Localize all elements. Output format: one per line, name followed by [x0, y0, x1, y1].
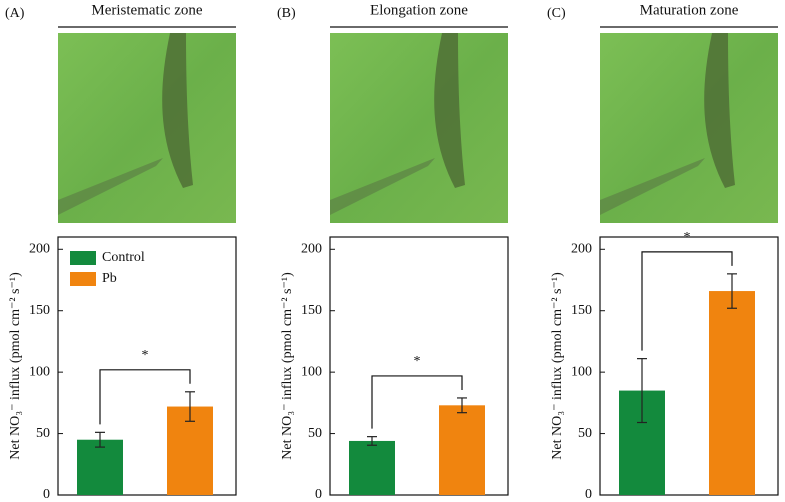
plot-frame	[329, 236, 509, 496]
significance-mark: *	[142, 348, 149, 363]
panel-label: (C)	[547, 6, 566, 21]
bar	[349, 440, 395, 495]
electrode	[330, 158, 435, 215]
y-tick-label: 200	[29, 242, 50, 257]
significance-bracket	[641, 251, 733, 351]
significance-bracket	[99, 369, 191, 425]
y-axis-label: Net NO₃⁻ influx (pmol cm⁻² s⁻¹)	[280, 272, 295, 460]
y-tick-label: 0	[43, 487, 50, 502]
y-tick-label: 50	[36, 426, 50, 441]
significance-bracket	[371, 375, 463, 429]
panel-title: Meristematic zone	[91, 2, 203, 18]
plot-frame	[599, 236, 779, 496]
y-axis-label: Net NO₃⁻ influx (pmol cm⁻² s⁻¹)	[550, 272, 565, 460]
y-tick-label: 200	[571, 242, 592, 257]
y-tick-label: 100	[571, 364, 592, 379]
y-tick-label: 50	[308, 426, 322, 441]
y-tick-label: 0	[585, 487, 592, 502]
significance-mark: *	[684, 230, 691, 245]
error-bar	[95, 431, 105, 448]
panel-label: (B)	[277, 6, 296, 21]
micrograph	[330, 33, 508, 223]
root	[704, 33, 735, 188]
y-tick-label: 0	[315, 487, 322, 502]
legend-swatch	[70, 251, 96, 265]
bar	[709, 291, 755, 495]
panel-title: Maturation zone	[640, 2, 739, 18]
legend-label: Pb	[102, 271, 117, 286]
error-bar	[185, 391, 195, 422]
y-tick-label: 100	[301, 364, 322, 379]
bar	[439, 405, 485, 495]
y-tick-label: 150	[571, 303, 592, 318]
error-bar	[457, 397, 467, 414]
plot-frame	[57, 236, 237, 496]
legend-swatch	[70, 272, 96, 286]
electrode	[58, 158, 163, 215]
panel-title: Elongation zone	[370, 2, 468, 18]
significance-mark: *	[414, 354, 421, 369]
panel-label: (A)	[5, 6, 25, 21]
error-bar	[637, 358, 647, 424]
bar	[77, 439, 123, 495]
micrograph	[58, 33, 236, 223]
y-tick-label: 150	[29, 303, 50, 318]
error-bar	[727, 273, 737, 309]
electrode	[600, 158, 705, 215]
root	[434, 33, 465, 188]
y-tick-label: 200	[301, 242, 322, 257]
y-tick-label: 150	[301, 303, 322, 318]
y-tick-label: 100	[29, 364, 50, 379]
micrograph	[600, 33, 778, 223]
legend-label: Control	[102, 250, 145, 265]
root	[162, 33, 193, 188]
y-tick-label: 50	[578, 426, 592, 441]
error-bar	[367, 436, 377, 446]
y-axis-label: Net NO₃⁻ influx (pmol cm⁻² s⁻¹)	[8, 272, 23, 460]
